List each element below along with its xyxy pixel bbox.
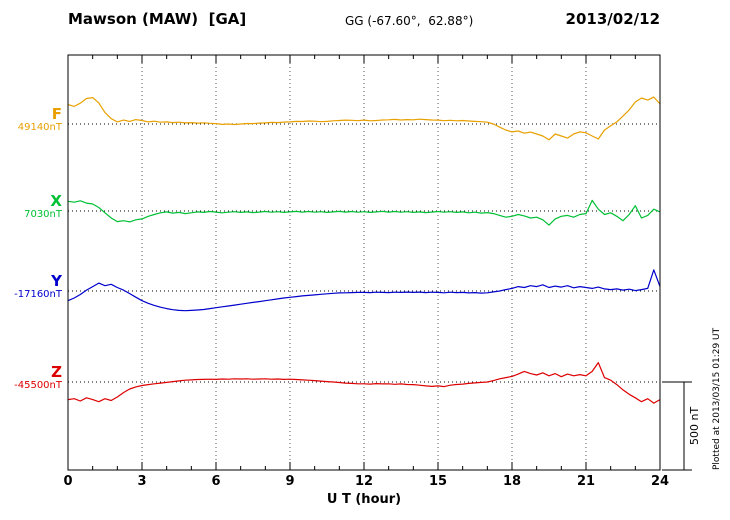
channel-X: X 7030nT xyxy=(0,194,62,221)
geographic-coordinates: GG (-67.60°, 62.88°) xyxy=(345,14,474,28)
x-tick-label: 21 xyxy=(576,474,596,489)
scale-bar-label: 500 nT xyxy=(688,406,701,446)
channel-X-baseline-value: 7030nT xyxy=(24,209,62,220)
x-tick-label: 3 xyxy=(137,474,147,489)
channel-Z: Z -45500nT xyxy=(0,365,62,392)
x-tick-label: 24 xyxy=(650,474,670,489)
channel-X-letter: X xyxy=(50,192,62,210)
x-axis-tick-labels: 0 3 6 9 12 15 18 21 24 xyxy=(0,474,730,490)
x-tick-label: 6 xyxy=(211,474,221,489)
x-tick-label: 18 xyxy=(502,474,522,489)
station-title: Mawson (MAW) [GA] xyxy=(68,10,247,28)
x-axis-label: U T (hour) xyxy=(326,492,402,507)
channel-F: F 49140nT xyxy=(0,107,62,134)
channel-Y-letter: Y xyxy=(51,272,62,290)
x-tick-label: 15 xyxy=(428,474,448,489)
x-tick-label: 9 xyxy=(285,474,295,489)
channel-Y-baseline-value: -17160nT xyxy=(14,289,62,300)
channel-Z-letter: Z xyxy=(51,363,62,381)
channel-Y: Y -17160nT xyxy=(0,274,62,301)
x-tick-label: 0 xyxy=(63,474,73,489)
plotted-at-note: Plotted at 2013/03/15 01:29 UT xyxy=(712,327,722,470)
date-label: 2013/02/12 xyxy=(565,10,660,28)
channel-F-baseline-value: 49140nT xyxy=(17,122,62,133)
channel-F-letter: F xyxy=(51,105,62,123)
channel-Z-baseline-value: -45500nT xyxy=(14,380,62,391)
x-tick-label: 12 xyxy=(354,474,374,489)
